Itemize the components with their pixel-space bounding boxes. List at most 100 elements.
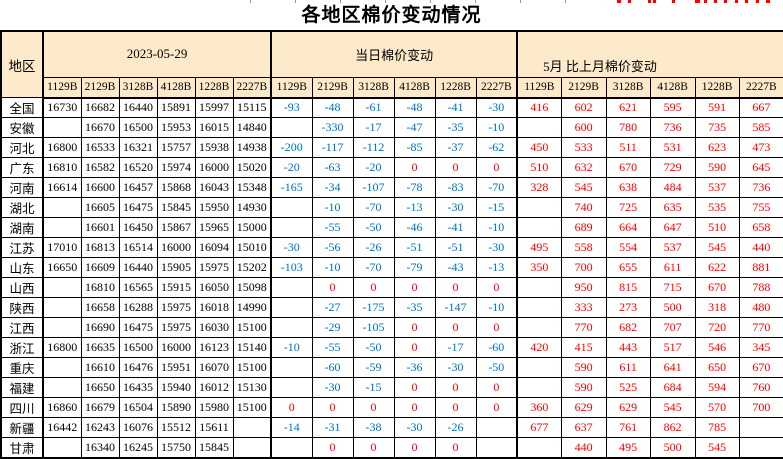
monthly-change-cell[interactable]: 950 <box>560 277 607 298</box>
daily-change-cell[interactable]: -46 <box>393 217 436 238</box>
price-cell[interactable]: 16000 <box>156 337 196 358</box>
price-cell[interactable]: 16435 <box>118 377 158 398</box>
price-cell[interactable]: 16679 <box>80 397 120 418</box>
price-cell[interactable]: 15845 <box>156 197 196 218</box>
price-cell[interactable]: 16610 <box>80 357 120 378</box>
column-code[interactable]: 4128B <box>393 76 436 99</box>
column-code[interactable]: 2129B <box>80 76 120 99</box>
price-cell[interactable]: 16288 <box>118 297 158 318</box>
price-cell[interactable] <box>42 117 82 138</box>
monthly-change-cell[interactable]: 761 <box>605 417 651 438</box>
monthly-change-cell[interactable]: 632 <box>560 157 607 178</box>
price-cell[interactable]: 16475 <box>118 197 158 218</box>
column-code[interactable]: 1228B <box>434 76 477 99</box>
daily-change-cell[interactable]: -26 <box>352 237 395 258</box>
price-cell[interactable]: 15975 <box>194 257 234 278</box>
monthly-change-cell[interactable]: 602 <box>560 97 607 118</box>
price-cell[interactable]: 15938 <box>194 137 234 158</box>
section-header-date[interactable]: 2023-05-29 <box>42 30 272 78</box>
daily-change-cell[interactable]: -41 <box>434 97 477 118</box>
region-cell[interactable]: 湖南 <box>0 217 44 238</box>
price-cell[interactable]: 15867 <box>156 217 196 238</box>
daily-change-cell[interactable]: 0 <box>393 437 436 459</box>
price-cell[interactable]: 16504 <box>118 397 158 418</box>
price-cell[interactable]: 16123 <box>194 337 234 358</box>
price-cell[interactable]: 16076 <box>118 417 158 438</box>
daily-change-cell[interactable] <box>270 437 313 459</box>
daily-change-cell[interactable]: -15 <box>352 377 395 398</box>
price-cell[interactable]: 16800 <box>42 337 82 358</box>
daily-change-cell[interactable]: 0 <box>311 437 354 459</box>
daily-change-cell[interactable]: -30 <box>270 237 313 258</box>
price-cell[interactable]: 15100 <box>232 397 272 418</box>
daily-change-cell[interactable] <box>270 197 313 218</box>
daily-change-cell[interactable]: -48 <box>393 97 436 118</box>
price-cell[interactable]: 15115 <box>232 97 272 118</box>
monthly-change-cell[interactable]: 495 <box>605 437 651 459</box>
daily-change-cell[interactable]: -50 <box>475 357 518 378</box>
price-cell[interactable]: 16582 <box>80 157 120 178</box>
price-cell[interactable]: 16094 <box>194 237 234 258</box>
daily-change-cell[interactable]: 0 <box>434 437 477 459</box>
price-cell[interactable]: 15010 <box>232 237 272 258</box>
section-header-monthly-change[interactable]: 5月 比上月棉价变动 <box>516 30 783 78</box>
daily-change-cell[interactable]: 0 <box>393 337 436 358</box>
monthly-change-cell[interactable]: 670 <box>694 277 740 298</box>
daily-change-cell[interactable]: -70 <box>352 257 395 278</box>
daily-change-cell[interactable]: 0 <box>311 397 354 418</box>
daily-change-cell[interactable]: -43 <box>434 257 477 278</box>
price-cell[interactable]: 16813 <box>80 237 120 258</box>
price-cell[interactable] <box>42 317 82 338</box>
monthly-change-cell[interactable]: 815 <box>605 277 651 298</box>
price-cell[interactable]: 16670 <box>80 117 120 138</box>
daily-change-cell[interactable]: -330 <box>311 117 354 138</box>
price-cell[interactable] <box>232 437 272 459</box>
region-cell[interactable]: 重庆 <box>0 357 44 378</box>
column-code[interactable]: 1129B <box>42 76 82 99</box>
price-cell[interactable]: 15890 <box>156 397 196 418</box>
monthly-change-cell[interactable]: 736 <box>649 117 696 138</box>
price-cell[interactable]: 15950 <box>194 197 234 218</box>
monthly-change-cell[interactable]: 715 <box>649 277 696 298</box>
daily-change-cell[interactable]: -35 <box>393 297 436 318</box>
daily-change-cell[interactable]: -26 <box>434 417 477 438</box>
daily-change-cell[interactable]: 0 <box>393 397 436 418</box>
daily-change-cell[interactable]: -48 <box>311 97 354 118</box>
daily-change-cell[interactable]: 0 <box>352 277 395 298</box>
price-cell[interactable]: 15868 <box>156 177 196 198</box>
daily-change-cell[interactable]: -61 <box>352 97 395 118</box>
daily-change-cell[interactable] <box>270 217 313 238</box>
price-cell[interactable]: 14840 <box>232 117 272 138</box>
column-code[interactable]: 3128B <box>118 76 158 99</box>
monthly-change-cell[interactable]: 480 <box>738 297 783 318</box>
price-cell[interactable] <box>42 357 82 378</box>
price-cell[interactable]: 16600 <box>80 177 120 198</box>
monthly-change-cell[interactable]: 537 <box>649 237 696 258</box>
price-cell[interactable]: 14938 <box>232 137 272 158</box>
price-cell[interactable]: 16440 <box>118 97 158 118</box>
price-cell[interactable]: 16609 <box>80 257 120 278</box>
monthly-change-cell[interactable]: 345 <box>738 337 783 358</box>
price-cell[interactable]: 16450 <box>118 217 158 238</box>
column-code[interactable]: 1228B <box>194 76 234 99</box>
price-cell[interactable]: 16442 <box>42 417 82 438</box>
daily-change-cell[interactable]: -30 <box>434 357 477 378</box>
daily-change-cell[interactable]: -29 <box>311 317 354 338</box>
daily-change-cell[interactable]: -17 <box>434 337 477 358</box>
monthly-change-cell[interactable]: 647 <box>649 217 696 238</box>
price-cell[interactable] <box>42 277 82 298</box>
monthly-change-cell[interactable]: 420 <box>516 337 562 358</box>
price-cell[interactable]: 14990 <box>232 297 272 318</box>
monthly-change-cell[interactable]: 594 <box>694 377 740 398</box>
price-cell[interactable]: 16658 <box>80 297 120 318</box>
region-cell[interactable]: 甘肃 <box>0 437 44 459</box>
daily-change-cell[interactable]: -14 <box>270 417 313 438</box>
daily-change-cell[interactable]: -41 <box>434 217 477 238</box>
daily-change-cell[interactable] <box>270 297 313 318</box>
monthly-change-cell[interactable]: 443 <box>605 337 651 358</box>
monthly-change-cell[interactable]: 415 <box>560 337 607 358</box>
monthly-change-cell[interactable]: 570 <box>694 397 740 418</box>
price-cell[interactable]: 15512 <box>156 417 196 438</box>
monthly-change-cell[interactable] <box>738 417 783 438</box>
column-code[interactable]: 3128B <box>352 76 395 99</box>
